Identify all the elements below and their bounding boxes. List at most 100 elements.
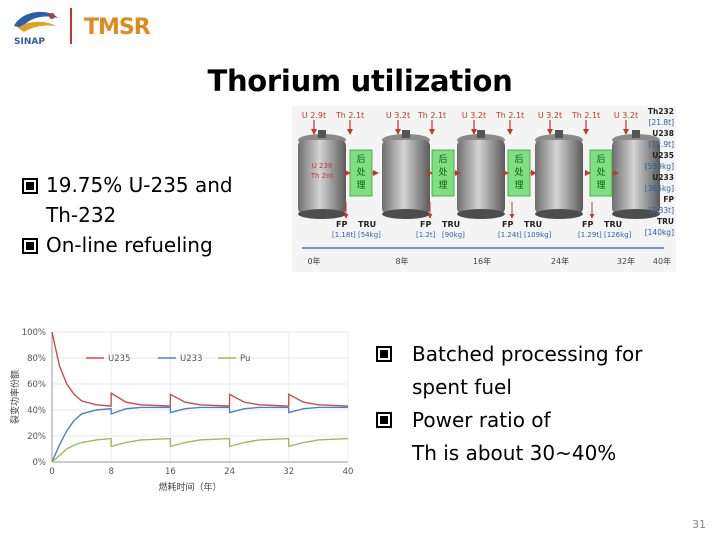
y-axis-label: 裂变功率份额 bbox=[9, 370, 21, 424]
bullet-text: Th is about 30~40% bbox=[412, 441, 617, 465]
processing-label: 理 bbox=[438, 180, 447, 191]
x-axis-label: 燃耗时间（年） bbox=[158, 481, 221, 493]
svg-text:TMSR: TMSR bbox=[84, 15, 151, 40]
fp-value: [1.29t] bbox=[578, 231, 602, 239]
processing-label: 处 bbox=[514, 166, 523, 178]
reactor-nozzle bbox=[402, 130, 410, 138]
y-tick-label: 0% bbox=[33, 458, 47, 468]
reactor-tank-base bbox=[535, 209, 583, 219]
inventory-label: [140kg] bbox=[645, 228, 674, 237]
tru-label: TRU bbox=[524, 220, 542, 229]
inventory-label: FP bbox=[663, 195, 674, 204]
left-bullet-list: 19.75% U-235 and Th-232 On-line refuelin… bbox=[22, 170, 292, 260]
reactor-tank bbox=[382, 140, 430, 214]
svg-text:SINAP: SINAP bbox=[14, 37, 45, 46]
legend-label: Pu bbox=[240, 354, 250, 364]
inventory-label: [365kg] bbox=[645, 184, 674, 193]
series-line-pu bbox=[51, 437, 349, 463]
inventory-label: Th232 bbox=[648, 107, 674, 116]
timeline-label: 16年 bbox=[473, 256, 491, 266]
inventory-label: [21.8t] bbox=[649, 118, 675, 127]
logo-divider bbox=[70, 8, 72, 44]
processing-label: 处 bbox=[596, 166, 605, 178]
x-tick-label: 32 bbox=[283, 467, 294, 477]
tru-label: TRU bbox=[442, 220, 460, 229]
inventory-label: [12.9t] bbox=[649, 140, 675, 149]
processing-label: 后 bbox=[356, 154, 365, 165]
processing-label: 理 bbox=[596, 180, 605, 191]
y-tick-label: 80% bbox=[27, 354, 46, 364]
y-tick-label: 40% bbox=[27, 406, 46, 416]
square-bullet-icon bbox=[376, 346, 392, 362]
tru-label: TRU bbox=[604, 220, 622, 229]
fp-value: [1.24t] bbox=[498, 231, 522, 239]
feed-label: Th 2.1t bbox=[571, 111, 600, 120]
tru-value: [109kg] bbox=[524, 231, 552, 239]
reactor-nozzle bbox=[555, 130, 563, 138]
timeline-label: 40年 bbox=[653, 256, 671, 266]
processing-label: 后 bbox=[514, 154, 523, 165]
bullet-text: Batched processing for bbox=[412, 342, 643, 366]
timeline-label: 8年 bbox=[395, 256, 408, 266]
fuel-cycle-diagram: U 2.9t Th 2.1t U 3.2t Th 2.1t U 3.2t Th 2.1t U… bbox=[292, 106, 676, 272]
bullet-text: On-line refueling bbox=[46, 233, 213, 257]
square-bullet-icon bbox=[376, 412, 392, 428]
reactor-nozzle bbox=[477, 130, 485, 138]
bullet-item: 19.75% U-235 and Th-232 bbox=[22, 170, 292, 230]
x-tick-label: 0 bbox=[49, 467, 54, 477]
reactor-tank-base bbox=[612, 209, 660, 219]
feed-label: U 3.2t bbox=[386, 111, 410, 120]
bullet-text: Th-232 bbox=[46, 203, 117, 227]
reactor-tank-base bbox=[382, 209, 430, 219]
feed-label: U 3.2t bbox=[614, 111, 638, 120]
reactor-tank bbox=[457, 140, 505, 214]
fp-value: [1.2t] bbox=[416, 231, 436, 239]
fp-label: FP bbox=[502, 220, 513, 229]
fp-label: FP bbox=[582, 220, 593, 229]
fp-label: FP bbox=[420, 220, 431, 229]
tru-value: [126kg] bbox=[604, 231, 632, 239]
feed-label: Th 2.1t bbox=[495, 111, 524, 120]
bullet-text: spent fuel bbox=[412, 375, 512, 399]
reactor-tank bbox=[298, 140, 346, 214]
tru-label: TRU bbox=[358, 220, 376, 229]
processing-label: 理 bbox=[514, 180, 523, 191]
processing-label: 后 bbox=[596, 154, 605, 165]
reactor-nozzle bbox=[318, 130, 326, 138]
processing-label: 处 bbox=[438, 166, 447, 178]
reactor-nozzle bbox=[632, 130, 640, 138]
sinap-logo: SINAP bbox=[14, 11, 58, 46]
processing-label: 后 bbox=[438, 154, 447, 165]
fp-value: [1.18t] bbox=[332, 231, 356, 239]
tru-value: [54kg] bbox=[358, 231, 381, 239]
feed-label: Th 2.1t bbox=[417, 111, 446, 120]
inventory-label: U233 bbox=[652, 173, 674, 182]
inventory-label: U235 bbox=[652, 151, 674, 160]
page-number: 31 bbox=[692, 518, 706, 531]
inventory-label: [1.33t] bbox=[649, 206, 675, 215]
feed-label: Th 2.1t bbox=[335, 111, 364, 120]
square-bullet-icon bbox=[22, 238, 38, 254]
timeline-label: 0年 bbox=[307, 256, 320, 266]
legend-label: U233 bbox=[180, 354, 202, 364]
feed-label: U 2.9t bbox=[302, 111, 326, 120]
series-line-u235 bbox=[51, 331, 349, 407]
feed-label: U 3.2t bbox=[462, 111, 486, 120]
legend-label: U235 bbox=[108, 354, 130, 364]
series-line-u233 bbox=[51, 406, 348, 463]
fp-label: FP bbox=[336, 220, 347, 229]
fission-power-share-chart: 0% 20% 40% 60% 80% 100% 0 8 16 24 32 40 燃耗时间（年） 裂变功率份… bbox=[9, 328, 353, 493]
feed-label: U 3.2t bbox=[538, 111, 562, 120]
y-tick-label: 60% bbox=[27, 380, 46, 390]
tmsr-logo: TMSR bbox=[84, 15, 152, 40]
reactor-tank-base bbox=[457, 209, 505, 219]
square-bullet-icon bbox=[22, 178, 38, 194]
reactor-tank bbox=[535, 140, 583, 214]
inventory-label: U238 bbox=[652, 129, 674, 138]
reactor-tank-base bbox=[298, 209, 346, 219]
bullet-item: Power ratio of Th is about 30~40% bbox=[376, 404, 716, 470]
right-bullet-list: Batched processing for spent fuel Power … bbox=[376, 338, 716, 470]
timeline-label: 32年 bbox=[617, 256, 635, 266]
reactor-fuel-label: Th 2nt bbox=[310, 172, 334, 180]
x-tick-label: 16 bbox=[165, 467, 176, 477]
